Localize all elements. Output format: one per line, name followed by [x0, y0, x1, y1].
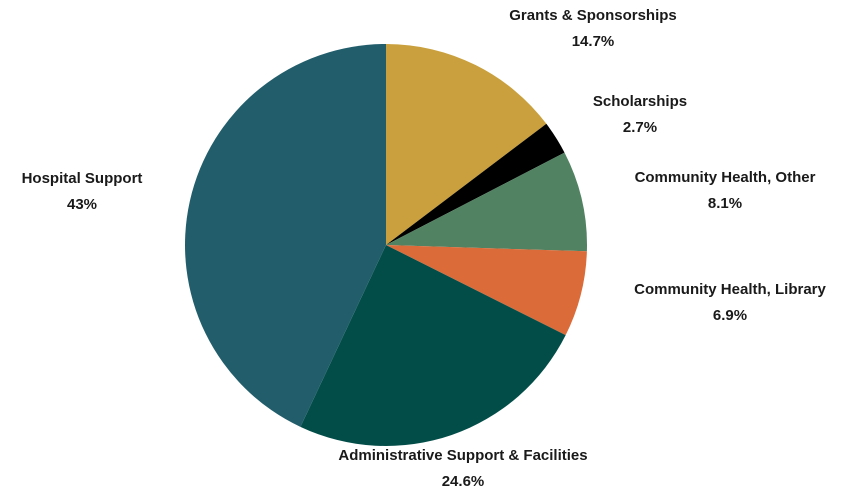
slice-value-community-health-library: 6.9%	[713, 307, 747, 324]
pie-slice-community-health-library	[386, 245, 587, 336]
slice-value-hospital-support: 43%	[67, 196, 97, 213]
pie-labels: Grants & Sponsorships 14.7% Scholarships 2.…	[22, 7, 827, 490]
pie-slices	[185, 44, 587, 446]
slice-label-community-health-library: Community Health, Library	[634, 281, 826, 298]
pie-slice-scholarships	[386, 123, 565, 245]
slice-label-community-health-other: Community Health, Other	[635, 169, 816, 186]
slice-label-administrative-support-facilities: Administrative Support & Facilities	[338, 447, 587, 464]
pie-slice-community-health-other	[386, 152, 587, 252]
slice-value-scholarships: 2.7%	[623, 119, 657, 136]
slice-value-administrative-support-facilities: 24.6%	[442, 473, 485, 490]
pie-slice-hospital-support	[185, 44, 386, 427]
slice-label-scholarships: Scholarships	[593, 93, 687, 110]
pie-slice-grants-sponsorships	[386, 44, 547, 245]
slice-value-grants-sponsorships: 14.7%	[572, 33, 615, 50]
slice-value-community-health-other: 8.1%	[708, 195, 742, 212]
slice-label-grants-sponsorships: Grants & Sponsorships	[509, 7, 677, 24]
slice-label-hospital-support: Hospital Support	[22, 170, 143, 187]
pie-slice-administrative-support-facilities	[300, 245, 566, 446]
